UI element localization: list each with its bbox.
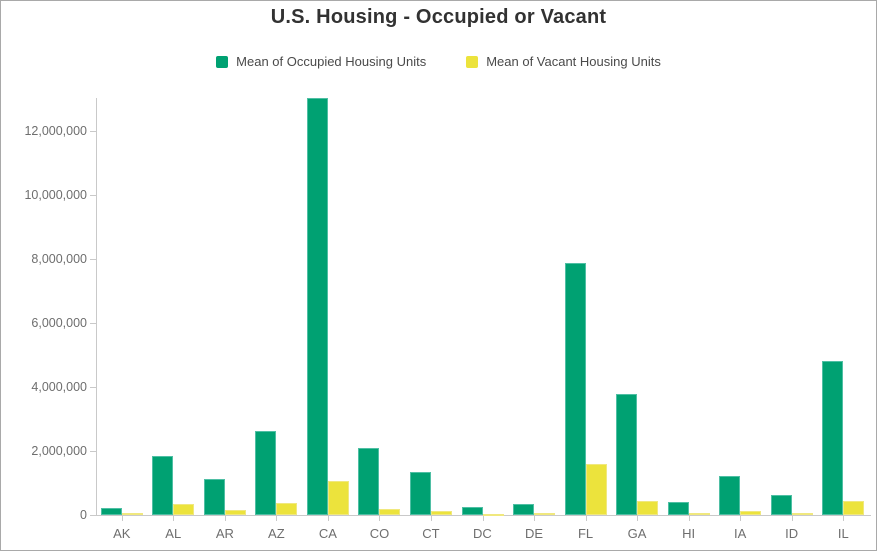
x-axis-category-label: CA	[318, 526, 337, 541]
chart-title: U.S. Housing - Occupied or Vacant	[270, 6, 607, 28]
bar-occupied-IA[interactable]	[719, 476, 741, 515]
y-axis-tick	[90, 387, 96, 388]
bar-vacant-DC[interactable]	[482, 514, 504, 516]
x-axis-tick	[791, 516, 793, 521]
bar-occupied-AK[interactable]	[100, 508, 122, 515]
chart-legend: Mean of Occupied Housing Units Mean of Va…	[1, 54, 876, 69]
x-axis-tick	[585, 516, 587, 521]
y-axis-line	[96, 98, 97, 515]
bar-vacant-HI[interactable]	[688, 513, 710, 515]
legend-label: Mean of Occupied Housing Units	[236, 54, 427, 69]
bar-vacant-CT[interactable]	[431, 511, 452, 515]
x-axis-tick	[224, 516, 226, 521]
y-axis-tick-label: 2,000,000	[31, 444, 87, 458]
y-axis-tick-label: 10,000,000	[24, 188, 87, 202]
y-axis-tick	[90, 195, 96, 196]
x-axis-tick	[379, 516, 381, 521]
bar-occupied-CT[interactable]	[410, 472, 431, 515]
x-axis-category-label: IA	[733, 526, 747, 541]
bar-occupied-AL[interactable]	[152, 456, 174, 515]
x-axis-tick	[688, 516, 690, 521]
x-axis-category-label: ID	[785, 526, 799, 541]
bar-occupied-HI[interactable]	[667, 502, 689, 515]
x-axis-tick	[121, 516, 123, 521]
x-axis-category-label: AZ	[268, 526, 285, 541]
x-axis-category-label: AL	[165, 526, 182, 541]
x-axis-category-label: AR	[215, 526, 234, 541]
y-axis-tick	[90, 451, 96, 452]
x-axis-tick	[276, 516, 278, 521]
legend-item-vacant[interactable]: Mean of Vacant Housing Units	[466, 54, 661, 69]
y-axis-tick-label: 4,000,000	[31, 380, 87, 394]
bar-occupied-FL[interactable]	[564, 263, 586, 515]
bar-vacant-AZ[interactable]	[276, 503, 298, 515]
x-axis-tick	[431, 516, 432, 521]
bar-occupied-DC[interactable]	[461, 507, 483, 515]
x-axis-category-label: IL	[837, 526, 849, 541]
bar-vacant-ID[interactable]	[791, 513, 813, 515]
y-axis-tick-label: 6,000,000	[31, 316, 87, 330]
bar-occupied-IL[interactable]	[822, 361, 844, 515]
y-axis-tick	[90, 131, 96, 132]
y-axis-tick-label: 0	[80, 508, 87, 522]
x-axis-category-label: CT	[422, 526, 440, 541]
legend-item-occupied[interactable]: Mean of Occupied Housing Units	[216, 54, 426, 69]
bar-vacant-AL[interactable]	[173, 504, 195, 515]
bar-occupied-GA[interactable]	[616, 394, 638, 515]
bar-vacant-CO[interactable]	[379, 509, 401, 515]
x-axis-category-label: FL	[577, 526, 594, 541]
x-axis-category-label: CO	[369, 526, 390, 541]
x-axis-tick	[327, 516, 329, 521]
y-axis-tick	[90, 259, 96, 260]
bar-occupied-DE[interactable]	[513, 504, 534, 515]
y-axis-tick	[90, 515, 96, 516]
bar-occupied-CO[interactable]	[358, 448, 380, 515]
x-axis-tick	[173, 516, 175, 521]
y-axis-tick-label: 8,000,000	[31, 252, 87, 266]
x-axis-category-label: HI	[682, 526, 696, 541]
x-axis-tick	[482, 516, 484, 521]
x-axis-category-label: DE	[525, 526, 544, 541]
y-axis-tick-label: 12,000,000	[24, 124, 87, 138]
legend-label: Mean of Vacant Housing Units	[486, 54, 661, 69]
x-axis-tick	[843, 516, 845, 521]
x-axis-category-label: AK	[113, 526, 131, 541]
x-axis-category-label: DC	[473, 526, 492, 541]
bar-vacant-AK[interactable]	[121, 513, 143, 515]
bar-occupied-ID[interactable]	[770, 495, 792, 515]
legend-swatch-icon	[216, 55, 229, 68]
bar-vacant-IL[interactable]	[843, 501, 865, 515]
bar-occupied-AZ[interactable]	[255, 431, 277, 515]
x-axis-category-label: GA	[627, 526, 647, 541]
legend-swatch-icon	[466, 55, 479, 68]
x-axis-tick	[740, 516, 742, 521]
bar-vacant-FL[interactable]	[585, 464, 607, 515]
x-axis-tick	[534, 516, 535, 521]
bar-vacant-DE[interactable]	[534, 513, 555, 515]
bar-vacant-GA[interactable]	[637, 501, 659, 515]
bar-vacant-AR[interactable]	[224, 510, 246, 515]
y-axis-tick	[90, 323, 96, 324]
bar-occupied-CA[interactable]	[306, 98, 328, 515]
bar-vacant-CA[interactable]	[327, 481, 349, 515]
x-axis-tick	[637, 516, 639, 521]
bar-vacant-IA[interactable]	[740, 511, 762, 515]
bar-occupied-AR[interactable]	[203, 479, 225, 515]
